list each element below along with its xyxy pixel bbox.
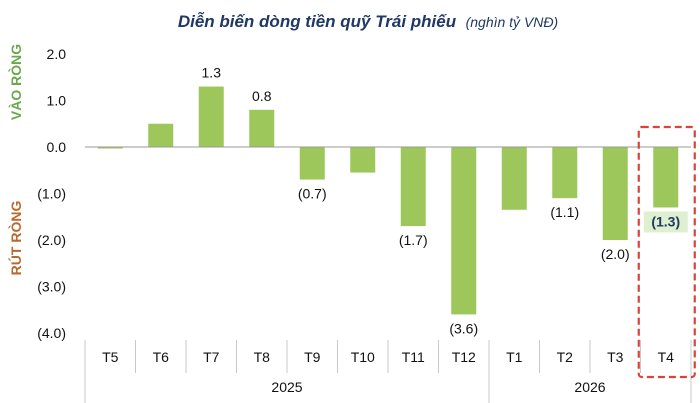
year-group-label: 2026: [574, 379, 605, 395]
chart-title-unit: (nghìn tỷ VNĐ): [466, 14, 559, 30]
x-tick-label: T9: [304, 349, 321, 365]
data-labels: 1.3 0.8 (0.7) (1.7) (3.6) (1.1) (2.0) (1.3): [202, 65, 688, 336]
positive-side-label: VÀO RÒNG: [7, 44, 24, 120]
bar-t4: [653, 147, 679, 208]
data-label: 0.8: [252, 88, 272, 104]
bar-t12: [451, 147, 477, 315]
bar-t9: [299, 147, 325, 180]
data-label: (0.7): [298, 186, 327, 202]
year-group-label: 2025: [271, 379, 302, 395]
y-tick-label: (1.0): [37, 186, 66, 202]
x-tick-label: T11: [402, 349, 425, 365]
bar-t2: [552, 147, 578, 199]
chart-title: Diễn biến dòng tiền quỹ Trái phiếu (nghì…: [178, 11, 558, 31]
bars: [97, 86, 679, 315]
bar-t8: [249, 109, 275, 147]
y-tick-label: 2.0: [47, 46, 67, 62]
x-tick-label: T8: [254, 349, 271, 365]
chart-title-main: Diễn biến dòng tiền quỹ Trái phiếu: [178, 11, 457, 31]
data-label: (3.6): [449, 320, 478, 336]
bar-t10: [350, 147, 376, 173]
x-tick-label: T4: [658, 349, 675, 365]
y-tick-label: (4.0): [37, 325, 66, 341]
x-tick-label: T10: [351, 349, 375, 365]
bar-t3: [602, 147, 628, 240]
x-tick-label: T3: [607, 349, 624, 365]
x-tick-label: T7: [203, 349, 220, 365]
negative-side-label: RÚT RÒNG: [7, 201, 24, 276]
x-tick-label: T6: [153, 349, 170, 365]
x-tick-label: T1: [506, 349, 523, 365]
svg-text:Diễn biến dòng tiền quỹ Trái p: Diễn biến dòng tiền quỹ Trái phiếu (nghì…: [178, 11, 558, 31]
y-axis-ticks: 2.0 1.0 0.0 (1.0) (2.0) (3.0) (4.0): [37, 46, 66, 341]
bar-t6: [148, 123, 174, 147]
y-tick-label: (3.0): [37, 279, 66, 295]
data-label: (2.0): [601, 246, 630, 262]
highlight-label-bg: [643, 211, 688, 233]
bar-t11: [400, 147, 426, 227]
y-tick-label: 0.0: [47, 139, 67, 155]
highlight-box: [637, 125, 696, 379]
highlight-dashed-box: [637, 125, 696, 379]
data-label: (1.7): [399, 232, 428, 248]
bar-t1: [501, 147, 527, 210]
x-tick-label: T12: [452, 349, 476, 365]
y-tick-label: 1.0: [47, 93, 67, 109]
data-label: 1.3: [202, 65, 222, 81]
x-tick-label: T2: [557, 349, 574, 365]
y-tick-label: (2.0): [37, 232, 66, 248]
data-label: (1.1): [550, 204, 579, 220]
data-label: (1.3): [651, 213, 680, 229]
bar-t5: [97, 147, 123, 149]
x-tick-label: T5: [102, 349, 119, 365]
x-axis: T5 T6 T7 T8 T9 T10 T11 T12 T1 T2 T3 T4 2025 2026: [84, 340, 692, 403]
bar-t7: [198, 86, 224, 147]
